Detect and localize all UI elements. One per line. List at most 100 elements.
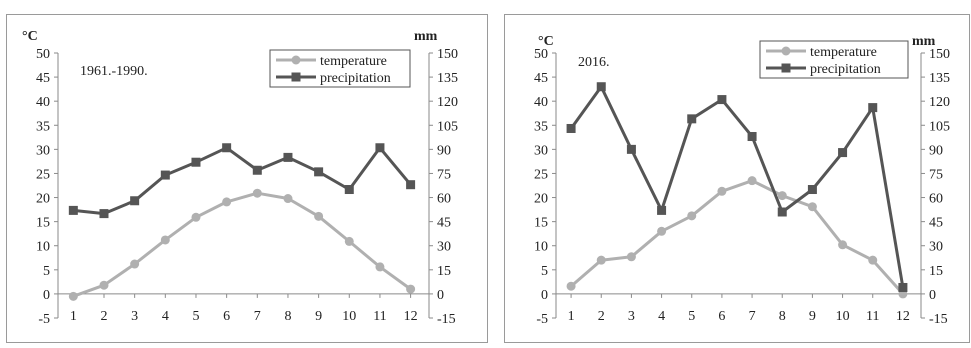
x-axis-tick-label: 12 (404, 309, 418, 324)
precipitation-point (130, 196, 140, 206)
x-axis-tick-label: 6 (223, 309, 230, 324)
right-axis-unit: mm (912, 34, 936, 49)
precipitation-point (252, 165, 262, 175)
precipitation-point (191, 157, 201, 167)
x-axis-tick-label: 7 (749, 309, 756, 324)
temperature-point (406, 284, 416, 294)
x-axis-tick-label: 8 (779, 309, 786, 324)
left-axis-tick-label: 5 (541, 264, 548, 279)
temperature-point (314, 211, 324, 221)
left-axis-tick-label: 20 (534, 192, 548, 207)
precipitation-point (283, 152, 293, 162)
legend-label-temperature: temperature (320, 54, 387, 69)
left-axis-tick-label: 30 (534, 143, 548, 158)
temperature-point (252, 188, 262, 198)
x-axis-tick-label: 11 (373, 309, 386, 324)
temperature-point (283, 194, 293, 204)
x-axis-tick-label: 4 (162, 309, 169, 324)
left-axis-unit: °C (22, 29, 38, 44)
temperature-line (570, 179, 905, 295)
right-axis-tick-label: 30 (929, 240, 943, 255)
right-axis-tick-label: 90 (437, 143, 451, 158)
x-axis-tick-label: 11 (866, 309, 879, 324)
precipitation-point (747, 132, 757, 142)
right-axis-tick-label: 105 (437, 119, 458, 134)
precipitation-point (898, 282, 908, 292)
legend-swatch-marker (781, 46, 791, 56)
x-axis-tick-label: 2 (100, 309, 107, 324)
left-axis-tick-label: 35 (534, 119, 548, 134)
temperature-point (191, 212, 201, 222)
precipitation-point (160, 170, 170, 180)
temperature-point (777, 191, 787, 201)
legend-swatch-marker (781, 63, 791, 73)
right-axis-tick-label: 120 (437, 95, 458, 110)
left-axis-tick-label: 50 (36, 47, 50, 62)
left-axis-tick-label: 15 (36, 216, 50, 231)
right-axis-unit: mm (414, 29, 438, 44)
precipitation-point (406, 180, 416, 190)
right-axis-tick-label: 135 (929, 71, 950, 86)
right-axis-tick-label: 105 (929, 119, 950, 134)
precipitation-point (314, 167, 324, 177)
x-axis-tick-label: 1 (568, 309, 575, 324)
left-axis-tick-label: 0 (43, 288, 50, 303)
x-axis-tick-label: 3 (628, 309, 635, 324)
period-annotation: 2016. (578, 55, 610, 70)
precipitation-point (838, 148, 848, 158)
right-axis-tick-label: 90 (929, 143, 943, 158)
right-axis-tick-label: 45 (929, 216, 943, 231)
temperature-point (160, 235, 170, 245)
legend-label-precipitation: precipitation (320, 71, 391, 86)
legend-swatch-marker (291, 72, 301, 82)
right-axis-tick-label: 150 (437, 47, 458, 62)
right-axis-tick-label: 120 (929, 95, 950, 110)
precipitation-line (569, 85, 905, 288)
temperature-point (657, 226, 667, 236)
x-axis-tick-label: 9 (315, 309, 322, 324)
left-axis-tick-label: -5 (38, 312, 50, 327)
temperature-point (717, 186, 727, 196)
x-axis-tick-label: 10 (836, 309, 850, 324)
left-axis-tick-label: 50 (534, 47, 548, 62)
temperature-point (626, 252, 636, 262)
precipitation-point (868, 103, 878, 113)
left-axis-tick-label: 25 (534, 167, 548, 182)
legend-label-temperature: temperature (810, 45, 877, 60)
right-axis-tick-label: 60 (929, 192, 943, 207)
left-axis-tick-label: 15 (534, 216, 548, 231)
right-axis-tick-label: 75 (929, 167, 943, 182)
x-axis-tick-label: 3 (131, 309, 138, 324)
temperature-point (566, 281, 576, 291)
left-axis-tick-label: 45 (36, 71, 50, 86)
precipitation-point (626, 144, 636, 154)
left-axis-tick-label: 10 (36, 240, 50, 255)
right-axis-tick-label: 15 (929, 264, 943, 279)
period-annotation: 1961.-1990. (80, 64, 148, 79)
temperature-point (747, 176, 757, 186)
precipitation-point (566, 123, 576, 133)
temperature-point (130, 259, 140, 269)
right-axis-tick-label: 30 (437, 240, 451, 255)
right-axis-tick-label: -15 (929, 312, 948, 327)
temperature-point (868, 255, 878, 265)
precipitation-point (687, 114, 697, 124)
x-axis-tick-label: 8 (284, 309, 291, 324)
right-axis-tick-label: 0 (929, 288, 936, 303)
temperature-point (375, 262, 385, 272)
temperature-point (838, 240, 848, 250)
legend-swatch-marker (291, 55, 301, 65)
left-axis-tick-label: 30 (36, 143, 50, 158)
x-axis-tick-label: 5 (192, 309, 199, 324)
chart-panel-content-0: -505101520253035404550-15015304560759010… (22, 29, 458, 327)
chart-panel-content-1: -505101520253035404550-15015304560759010… (534, 34, 950, 327)
precipitation-point (717, 95, 727, 105)
precipitation-point (99, 209, 109, 219)
right-axis-tick-label: 45 (437, 216, 451, 231)
precipitation-point (596, 82, 606, 92)
precipitation-point (222, 143, 232, 153)
legend-label-precipitation: precipitation (810, 62, 881, 77)
left-axis-tick-label: 0 (541, 288, 548, 303)
x-axis-tick-label: 9 (809, 309, 816, 324)
